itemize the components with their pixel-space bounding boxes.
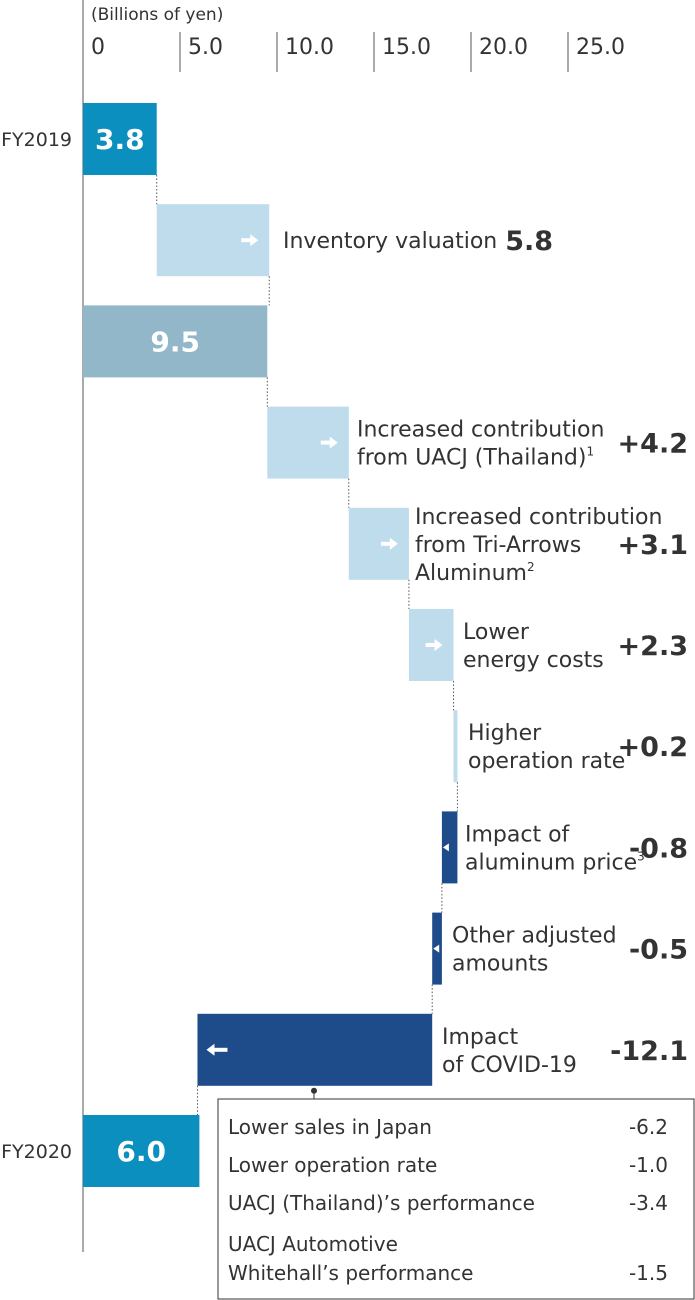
category-label: Increased contribution [415, 505, 662, 530]
category-label: operation rate [468, 749, 625, 774]
bar-value-label: 9.5 [150, 325, 200, 358]
bar-subtotal [83, 305, 268, 378]
category-label: amounts [452, 952, 548, 977]
delta-value-label: -0.8 [629, 833, 688, 864]
category-label: energy costs [463, 648, 604, 673]
delta-value-label: -12.1 [610, 1036, 688, 1067]
arrow-right-icon [389, 537, 398, 550]
category-label: of COVID-19 [442, 1053, 577, 1078]
x-tick-label: 0 [91, 35, 105, 60]
delta-value-label: +2.3 [618, 631, 688, 662]
arrow-right-icon [434, 639, 443, 651]
breakdown-label: UACJ Automotive [228, 1232, 398, 1256]
bar-decrease [441, 811, 458, 884]
category-label: Other adjusted [452, 924, 617, 949]
category-label: from Tri-Arrows [415, 533, 581, 558]
x-tick-label: 15.0 [382, 35, 431, 60]
bar-total [83, 1115, 200, 1187]
delta-value-label: -0.5 [629, 935, 688, 966]
bar-value-label: 6.0 [116, 1135, 166, 1168]
footnote-marker: 3 [637, 849, 645, 863]
category-label: Impact of [465, 822, 571, 847]
category-label: aluminum price3 [465, 849, 645, 875]
breakdown-label: Lower operation rate [228, 1153, 437, 1177]
category-label: Higher [468, 721, 542, 746]
axis-unit-label: (Billions of yen) [91, 5, 223, 25]
breakdown-value: -1.5 [629, 1261, 668, 1285]
callout-dot [311, 1087, 317, 1094]
arrow-left-icon [442, 843, 449, 852]
bar-increase [453, 710, 458, 783]
breakdown-value: -1.0 [629, 1153, 668, 1177]
bar-decrease [197, 1013, 433, 1086]
arrow-right-icon [250, 234, 259, 247]
category-label: Impact [442, 1025, 518, 1050]
arrow-right-icon [329, 436, 338, 449]
delta-value-label: +3.1 [618, 530, 688, 561]
bar-increase [348, 507, 409, 580]
category-label: Aluminum2 [415, 560, 535, 586]
bar-value-label: 3.8 [95, 123, 145, 156]
x-tick-label: 5.0 [188, 35, 223, 60]
category-label: Lower [463, 620, 530, 645]
arrow-left-icon [206, 1043, 215, 1056]
category-label: Increased contribution [357, 418, 604, 443]
bar-total [83, 103, 157, 175]
row-label: FY2019 [1, 129, 72, 151]
arrow-left-icon [433, 944, 440, 953]
delta-value-label: +4.2 [618, 429, 688, 460]
breakdown-label: Whitehall’s performance [228, 1261, 473, 1285]
x-tick-label: 20.0 [479, 35, 528, 60]
delta-value-label: 5.8 [505, 226, 553, 257]
breakdown-box [217, 1098, 695, 1300]
footnote-marker: 2 [527, 560, 535, 574]
x-tick-label: 25.0 [576, 35, 625, 60]
breakdown-value: -6.2 [629, 1115, 668, 1139]
x-tick-label: 10.0 [285, 35, 334, 60]
breakdown-label: UACJ (Thailand)’s performance [228, 1191, 535, 1215]
row-label: FY2020 [1, 1141, 72, 1163]
footnote-marker: 1 [586, 445, 594, 459]
breakdown-label: Lower sales in Japan [228, 1115, 432, 1139]
breakdown-value: -3.4 [629, 1191, 668, 1215]
delta-value-label: +0.2 [618, 732, 688, 763]
category-label: Inventory valuation [283, 229, 497, 254]
category-label: from UACJ (Thailand)1 [357, 445, 594, 471]
